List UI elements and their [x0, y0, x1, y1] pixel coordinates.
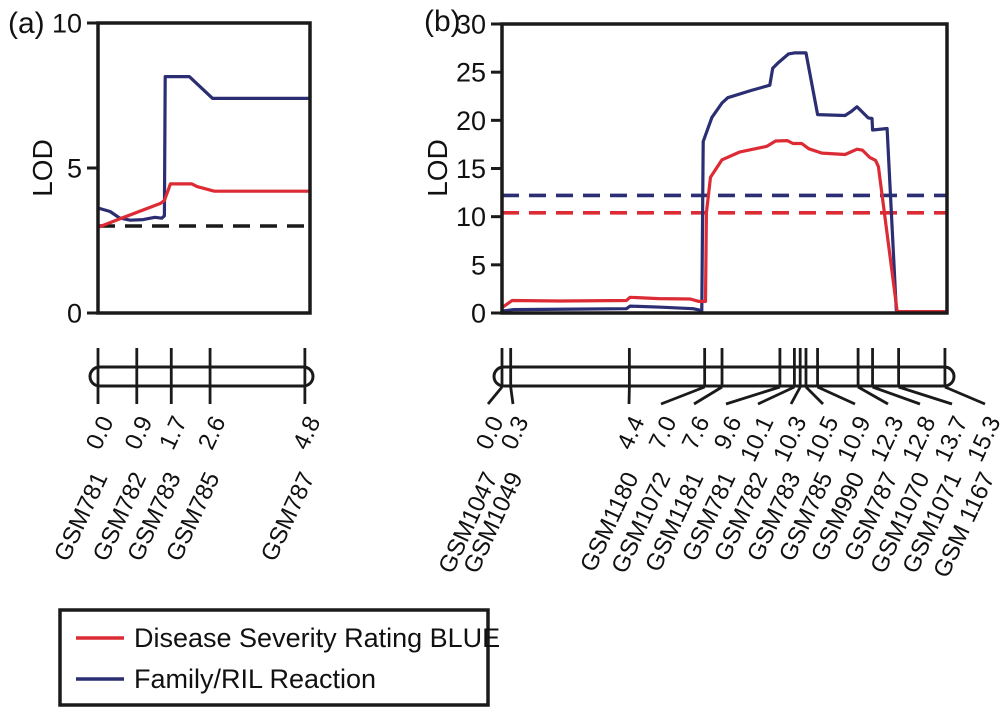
map-position-label: 2.6 — [193, 412, 232, 454]
y-axis-tick-label: 0 — [67, 299, 82, 329]
map-label-leader — [509, 386, 515, 405]
y-axis-tick-label: 25 — [456, 58, 486, 88]
plot-border — [96, 21, 312, 315]
map-position-label: 15.3 — [962, 412, 1000, 466]
panel-a-y-axis-title: LOD — [27, 139, 58, 197]
map-label-leader — [857, 385, 889, 406]
panel-b-letter: (b) — [424, 5, 461, 38]
map-position-label: 10.1 — [735, 412, 779, 466]
y-axis-tick-label: 10 — [456, 202, 486, 232]
map-position-label: 0.0 — [81, 412, 120, 454]
series-disease-severity-rating-blue — [97, 182, 310, 229]
map-position-label: 10.9 — [832, 412, 876, 466]
y-axis-tick-label: 15 — [456, 154, 486, 184]
panel-b-plot: 0510152025300.0GSM10470.3GSM10494.4GSM11… — [433, 10, 1000, 582]
map-position-label: 7.6 — [677, 412, 716, 454]
map-position-label: 0.3 — [496, 412, 535, 454]
panel-a-plot: 05100.0GSM7810.9GSM7821.7GSM7832.6GSM785… — [49, 9, 326, 566]
map-label-leader — [872, 385, 921, 406]
legend-border — [58, 608, 490, 707]
legend-label-dsr-blue: Disease Severity Rating BLUE — [134, 623, 500, 653]
series-family-ril-reaction — [501, 51, 947, 315]
map-label-leader — [725, 385, 781, 406]
map-position-label: 13.7 — [929, 412, 973, 466]
legend-label-family-ril: Family/RIL Reaction — [134, 664, 376, 694]
map-label-leader — [789, 386, 802, 405]
y-axis-tick-label: 30 — [456, 10, 486, 40]
map-position-label: 7.0 — [644, 412, 683, 454]
map-label-leader — [660, 385, 706, 406]
map-position-label: 1.7 — [154, 412, 193, 454]
map-marker-label: GSM787 — [256, 468, 321, 565]
series-disease-severity-rating-blue — [501, 139, 947, 314]
chromosome-capsule — [88, 365, 315, 388]
y-axis-tick-label: 20 — [456, 106, 486, 136]
legend: Disease Severity Rating BLUE Family/RIL … — [58, 608, 500, 707]
panel-b-y-axis-title: LOD — [422, 139, 453, 197]
map-label-leader — [944, 385, 986, 406]
y-axis-tick-label: 5 — [67, 154, 82, 184]
map-position-label: 4.8 — [288, 412, 327, 454]
y-axis-tick-label: 5 — [471, 250, 486, 280]
plot-border — [500, 22, 949, 315]
chromosome-capsule — [492, 365, 956, 388]
map-label-leader — [486, 386, 504, 405]
y-axis-tick-label: 0 — [471, 299, 486, 329]
map-label-leader — [804, 386, 824, 405]
y-axis-tick-label: 10 — [52, 9, 82, 39]
map-label-leader — [693, 385, 723, 406]
map-position-label: 0.9 — [120, 412, 159, 454]
map-label-leader — [757, 385, 795, 406]
map-label-leader — [898, 385, 953, 406]
series-family-ril-reaction — [97, 74, 310, 222]
map-position-label: 4.4 — [612, 412, 651, 454]
map-label-leader — [816, 385, 856, 406]
panel-a-letter: (a) — [8, 7, 45, 40]
